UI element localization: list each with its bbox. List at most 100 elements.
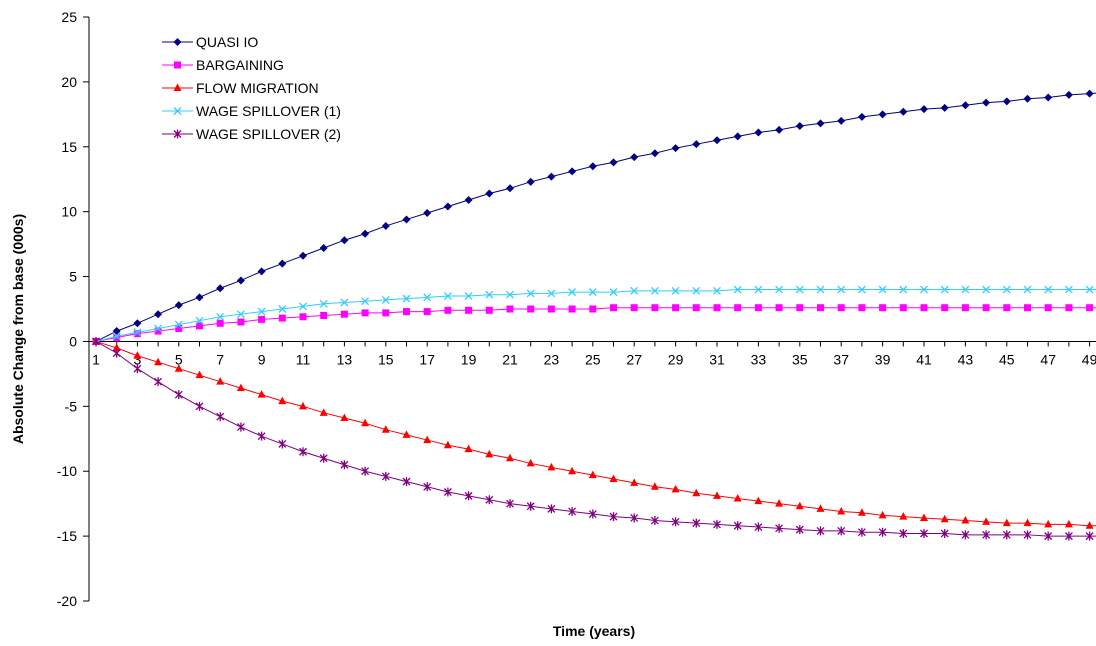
data-point	[610, 304, 617, 312]
data-point	[961, 285, 970, 294]
data-point	[630, 286, 639, 295]
data-point	[692, 286, 701, 295]
data-point	[340, 236, 349, 245]
x-tick-label: 47	[1040, 351, 1056, 367]
data-point	[216, 312, 225, 321]
data-point	[1085, 531, 1094, 541]
data-point	[464, 491, 473, 501]
x-tick-label: 33	[751, 351, 767, 367]
data-point	[692, 488, 701, 497]
data-point	[402, 430, 411, 438]
data-point	[775, 125, 784, 134]
data-point	[154, 327, 162, 335]
data-point	[734, 304, 742, 312]
data-point	[236, 422, 245, 432]
y-axis: 25 20 15 10 5 0 -5 -10 -15 -20	[57, 9, 90, 609]
x-tick-label: 41	[916, 351, 932, 367]
data-point	[423, 435, 432, 444]
series-wage-spillover-2	[92, 336, 1096, 541]
data-point	[278, 439, 287, 449]
data-point	[588, 288, 597, 297]
data-point	[485, 290, 494, 299]
data-point	[671, 484, 680, 493]
data-point	[464, 444, 473, 453]
data-point	[816, 285, 825, 294]
data-point	[112, 327, 121, 336]
data-point	[568, 288, 577, 297]
data-point	[340, 310, 348, 318]
data-point	[1044, 285, 1053, 294]
data-point	[775, 304, 783, 312]
data-point	[381, 221, 390, 230]
data-point	[1023, 285, 1032, 294]
data-point	[920, 105, 928, 114]
data-point	[382, 309, 390, 317]
data-point	[837, 526, 846, 536]
data-point	[899, 529, 908, 539]
data-point	[402, 215, 411, 224]
data-point	[775, 523, 784, 533]
data-point	[237, 318, 245, 326]
data-point	[133, 364, 142, 374]
data-point	[650, 482, 659, 490]
data-point	[299, 313, 307, 321]
data-point	[795, 122, 804, 131]
data-point	[671, 517, 680, 527]
data-point	[754, 496, 763, 505]
legend-label: WAGE SPILLOVER (2)	[196, 126, 341, 142]
data-point	[257, 431, 266, 441]
data-point	[588, 509, 597, 519]
data-point	[174, 390, 183, 400]
data-point	[1024, 304, 1031, 312]
data-point	[920, 304, 928, 312]
data-point	[174, 301, 183, 310]
data-point	[651, 304, 659, 312]
data-point	[216, 412, 225, 422]
data-point	[961, 101, 970, 110]
data-point	[485, 189, 494, 198]
data-point	[444, 306, 452, 314]
data-point	[733, 493, 742, 502]
data-point	[899, 512, 908, 520]
series-flow-migration	[92, 336, 1096, 529]
data-point	[319, 453, 328, 463]
data-point	[257, 307, 266, 316]
data-point	[816, 119, 825, 128]
data-point	[278, 305, 287, 313]
data-point	[547, 289, 556, 298]
data-point	[858, 304, 866, 312]
data-point	[113, 334, 121, 342]
data-point	[837, 506, 846, 515]
x-tick-label: 5	[175, 351, 183, 367]
data-point	[1003, 304, 1011, 312]
y-ticks: 25 20 15 10 5 0 -5 -10 -15 -20	[57, 9, 89, 609]
data-point	[630, 513, 639, 523]
y-tick-label: 15	[61, 139, 77, 155]
data-point	[485, 306, 493, 314]
data-point	[340, 413, 349, 422]
data-point	[671, 144, 680, 153]
data-point	[795, 501, 804, 510]
data-point	[278, 259, 287, 268]
data-point	[216, 284, 225, 293]
x-tick-label: 7	[216, 351, 224, 367]
data-point	[775, 499, 784, 507]
data-point	[299, 302, 307, 311]
data-point	[361, 309, 369, 317]
data-point	[713, 491, 721, 499]
data-point	[568, 305, 576, 313]
data-point	[733, 521, 742, 531]
data-point	[941, 304, 949, 312]
data-point	[961, 516, 970, 524]
data-point	[319, 244, 328, 253]
data-point	[196, 322, 203, 330]
data-point	[692, 140, 701, 149]
data-point	[878, 110, 887, 119]
data-point	[258, 315, 266, 323]
legend-marker	[173, 129, 182, 139]
data-point	[816, 504, 825, 512]
data-point	[506, 290, 514, 299]
data-point	[1023, 94, 1032, 103]
data-point	[1023, 518, 1032, 527]
legend-marker	[173, 107, 182, 115]
